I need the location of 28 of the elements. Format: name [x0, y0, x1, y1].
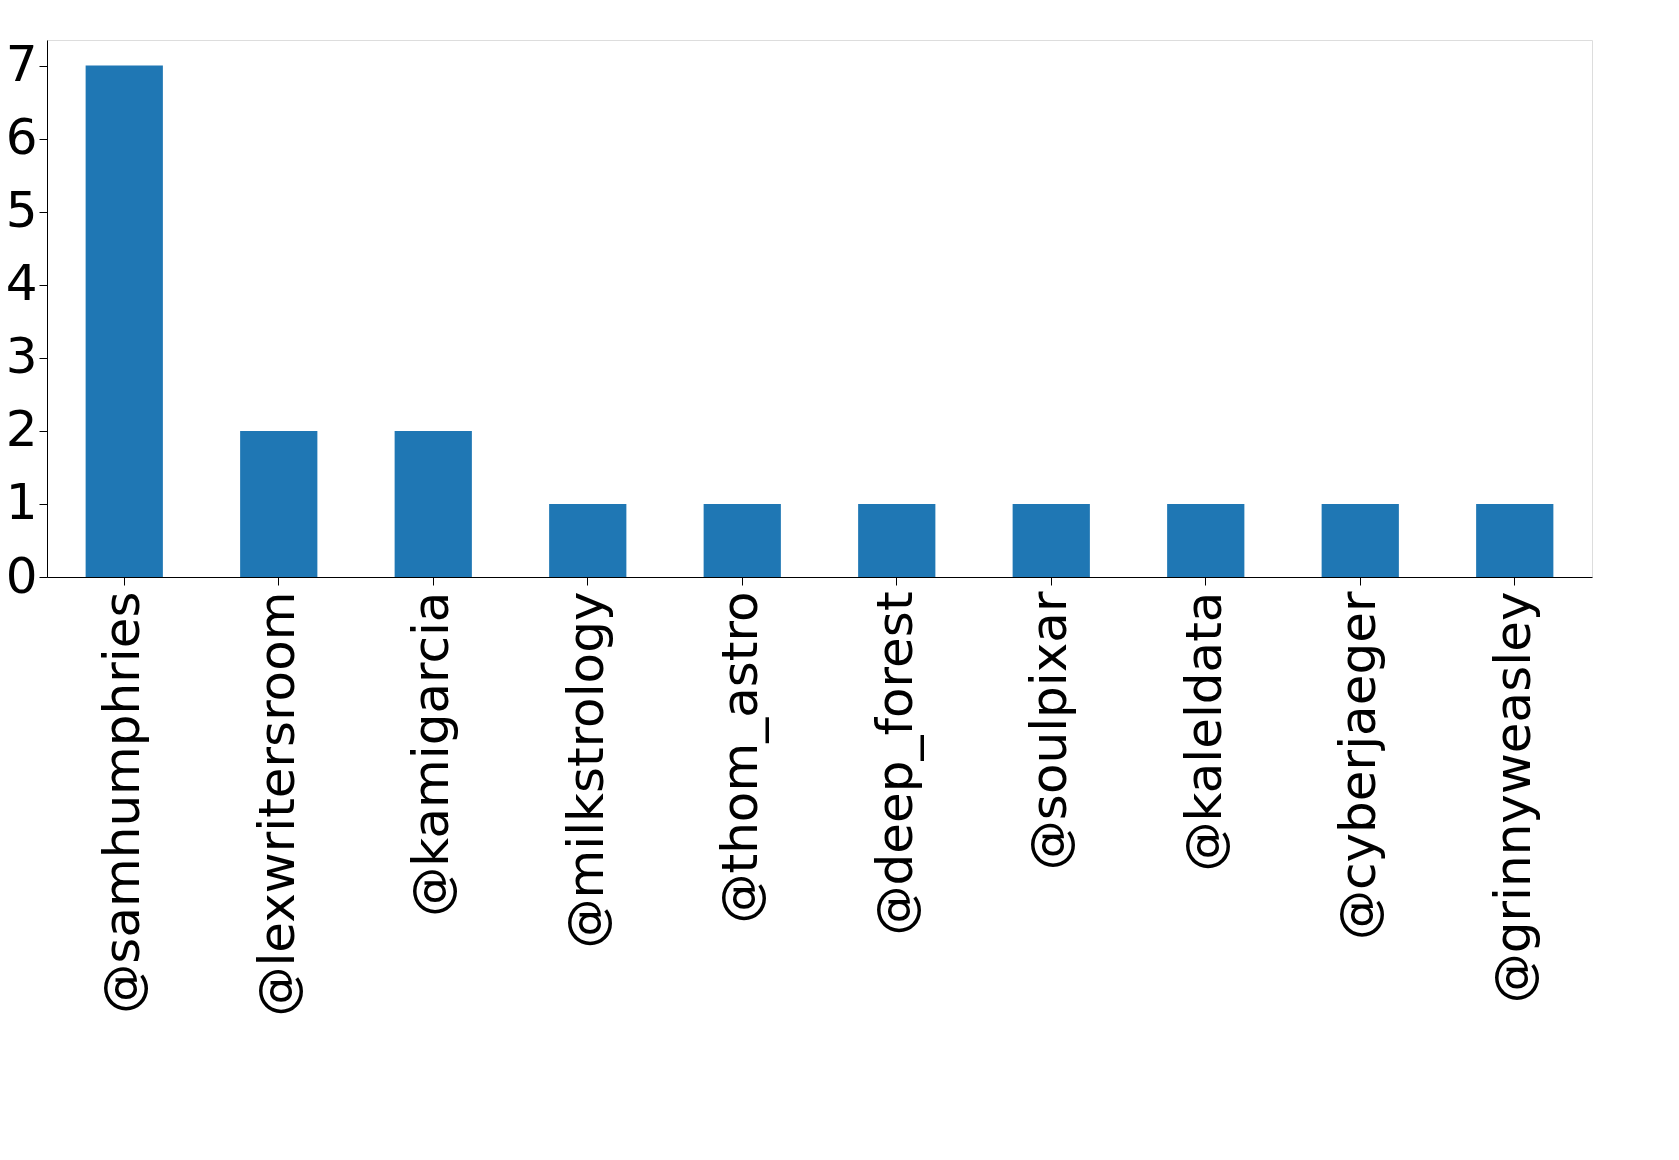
y-tick-label: 1: [5, 473, 38, 532]
x-tick-label: @deep_forest: [865, 591, 924, 936]
y-tick-label: 0: [5, 546, 38, 605]
x-tick-label: @cyberjaeger: [1329, 591, 1388, 940]
x-tick-label: @thom_astro: [711, 591, 770, 924]
y-tick-label: 2: [5, 400, 38, 459]
bar: [1321, 503, 1399, 577]
bar: [1167, 503, 1245, 577]
x-tick-label: @grinnyweasley: [1483, 591, 1542, 1004]
bar: [1012, 503, 1090, 577]
bar: [549, 503, 627, 577]
bar: [394, 430, 472, 577]
y-tick-label: 7: [5, 35, 38, 94]
x-tick-label: @kamigarcia: [402, 591, 461, 917]
bar: [858, 503, 936, 577]
y-tick-label: 3: [5, 327, 38, 386]
x-tick-label: @milkstrology: [556, 591, 615, 949]
x-tick-label: @lexwritersroom: [247, 591, 306, 1017]
y-tick-label: 5: [5, 181, 38, 240]
bar: [703, 503, 781, 577]
y-tick-label: 6: [5, 108, 38, 167]
x-tick-label: @soulpixar: [1020, 591, 1079, 871]
x-tick-label: @kaleldata: [1174, 591, 1233, 872]
bar: [240, 430, 318, 577]
x-tick-label: @samhumphries: [93, 591, 152, 1014]
y-tick-label: 4: [5, 254, 38, 313]
bar: [1476, 503, 1554, 577]
bar: [85, 65, 163, 577]
